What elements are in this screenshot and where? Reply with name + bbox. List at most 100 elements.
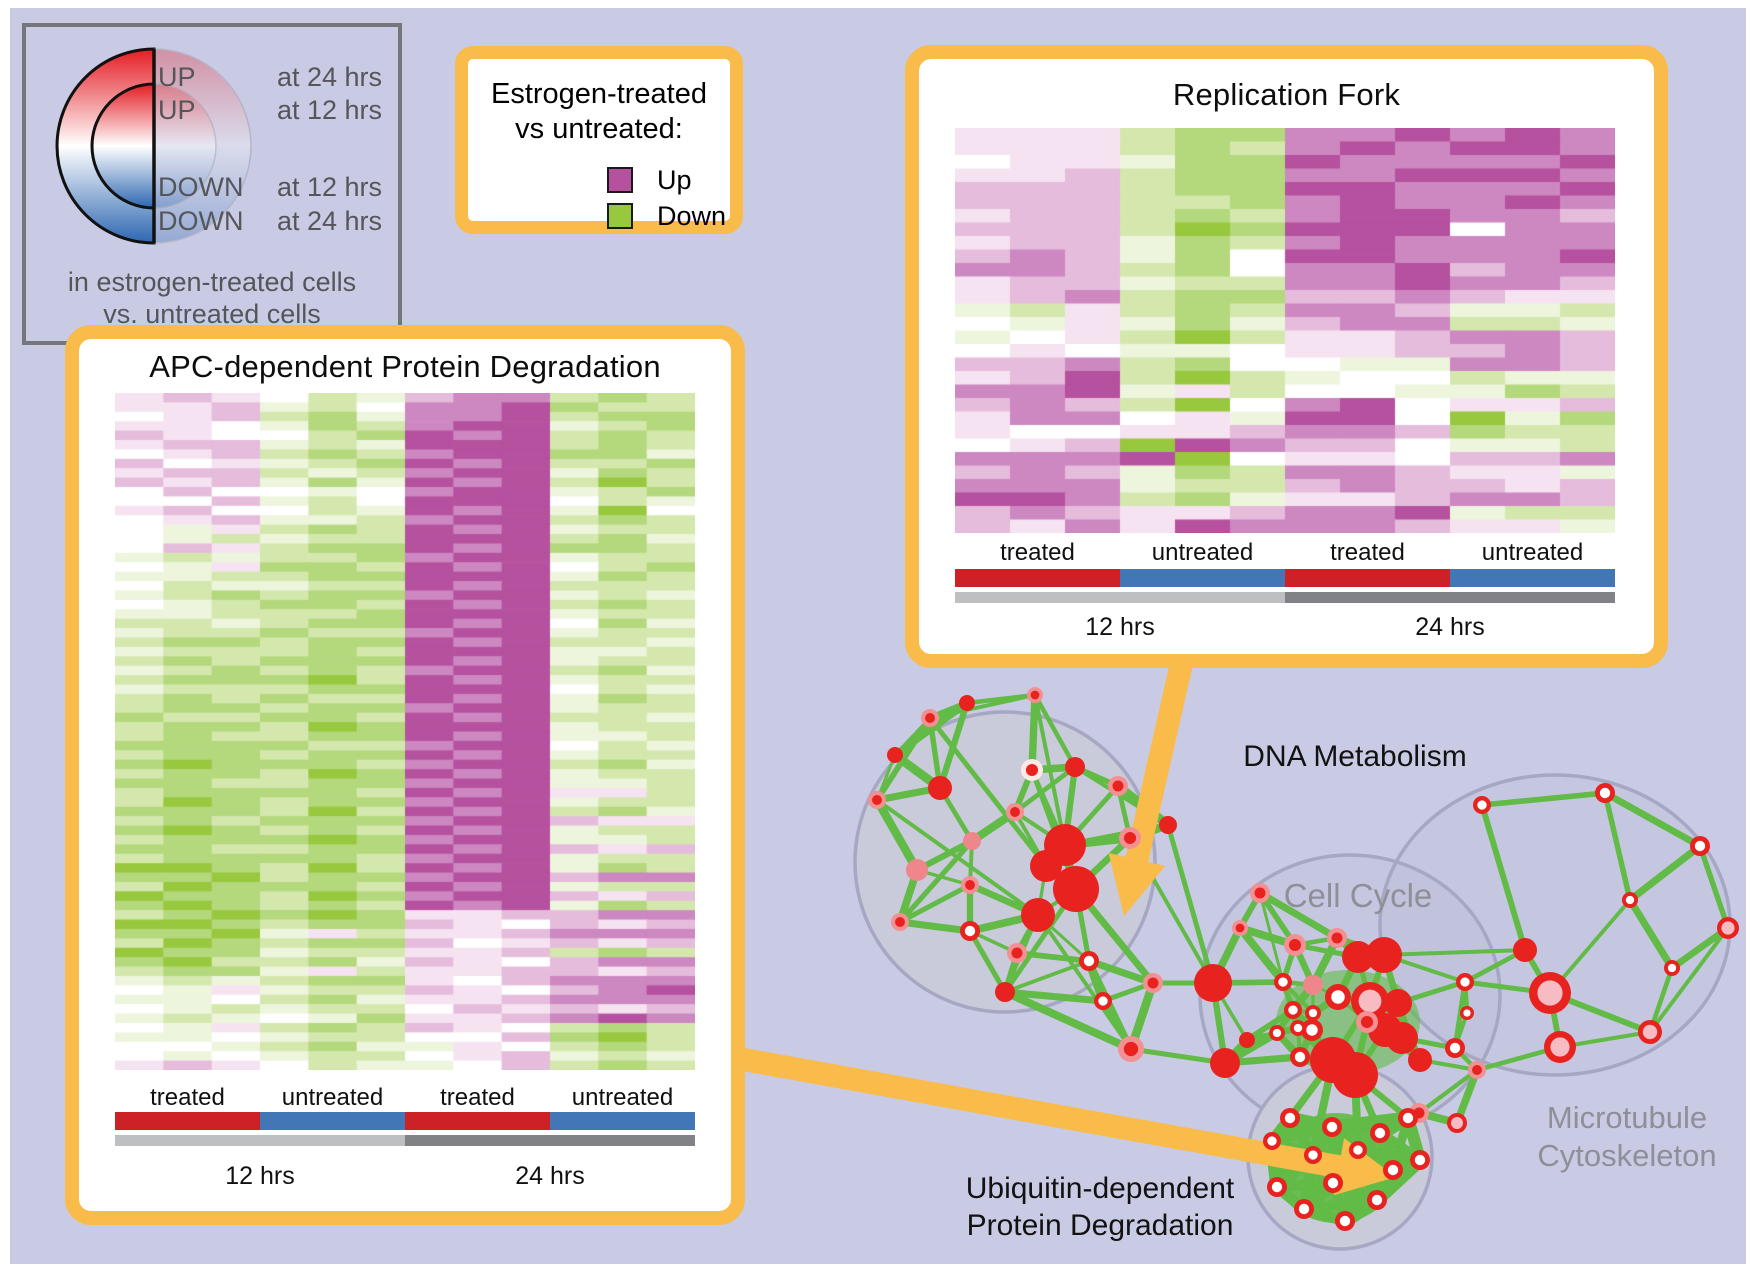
legend-time: at 24 hrs — [276, 206, 382, 236]
gene-node-center — [1721, 921, 1735, 935]
cluster-label-cell-cycle: Cell Cycle — [1208, 876, 1508, 915]
gene-node-center — [1326, 1121, 1338, 1133]
gene-node-center — [895, 917, 905, 927]
arrow-shaft-0 — [1124, 645, 1197, 868]
gene-node-center — [1112, 780, 1124, 792]
estrogen-updown-legend-box: Estrogen-treated vs untreated: Up Down — [455, 46, 743, 234]
time-label: 12 hrs — [1085, 613, 1155, 641]
gene-node-center — [1288, 938, 1302, 952]
network-edge — [1417, 1068, 1479, 1115]
legend-time: at 12 hrs — [276, 95, 382, 125]
network-edge — [1670, 925, 1730, 971]
replication-fork-heatmap — [955, 128, 1615, 533]
gene-node-center — [965, 880, 975, 890]
gene-node-center — [1358, 989, 1382, 1013]
inner-circle-right-half — [153, 83, 217, 209]
estrogen-up-label: Up — [657, 165, 692, 195]
gene-node-center — [1123, 831, 1137, 845]
condition-color-bar — [1120, 569, 1285, 587]
gene-node-center — [1642, 1024, 1658, 1040]
condition-color-bar — [115, 1112, 260, 1130]
gene-node-center — [1460, 977, 1470, 987]
cluster-label-ubiquitin-degradation: Ubiquitin-dependent Protein Degradation — [865, 1170, 1335, 1244]
gene-node-center — [1463, 1009, 1471, 1017]
gene-node-center — [1298, 1203, 1310, 1215]
gene-node-center — [1353, 1145, 1363, 1155]
updown-timing-legend-box: UP at 24 hrs UP at 12 hrs DOWN at 12 hrs… — [22, 23, 402, 345]
legend-footer-line2: vs. untreated cells — [103, 299, 321, 329]
gene-node-center — [1477, 800, 1487, 810]
condition-color-bar — [955, 569, 1120, 587]
network-edge — [1028, 694, 1039, 771]
legend-direction: DOWN — [158, 172, 244, 202]
network-edge — [929, 693, 1036, 720]
gene-node — [1342, 941, 1374, 973]
network-edge — [1603, 790, 1702, 849]
network-edge — [967, 929, 1008, 994]
gene-node-center — [1308, 1008, 1318, 1018]
gene-node-center — [1293, 1023, 1303, 1033]
gene-node-center — [1306, 1024, 1318, 1036]
network-edge — [1003, 988, 1133, 1053]
time-span-bar — [1285, 592, 1615, 603]
gene-node-center — [1308, 1150, 1318, 1160]
network-edge — [1004, 988, 1104, 1005]
gene-node-center — [1667, 963, 1677, 973]
gene-node — [928, 776, 952, 800]
condition-group-label: untreated — [1151, 539, 1254, 566]
gene-node-center — [1030, 690, 1040, 700]
gene-node — [1065, 757, 1085, 777]
network-edge — [1627, 843, 1703, 903]
gene-node-center — [1550, 1037, 1570, 1057]
gene-node — [1239, 1032, 1255, 1048]
gene-node-center — [1449, 1042, 1461, 1054]
condition-group-label: treated — [440, 1084, 515, 1111]
gene-node-center — [1331, 990, 1345, 1004]
condition-group-label: untreated — [281, 1084, 384, 1111]
estrogen-legend-title-line1: Estrogen-treated — [490, 78, 707, 110]
cluster-label-line: Protein Degradation — [966, 1209, 1234, 1242]
updown-gradient-circles — [55, 47, 252, 245]
gene-node — [887, 747, 903, 763]
gene-node-center — [1267, 1136, 1277, 1146]
gene-node-center — [872, 795, 882, 805]
gene-node — [1366, 937, 1402, 973]
condition-color-bar — [1285, 569, 1450, 587]
cluster-label-microtubule-cytoskeleton: Microtubule Cytoskeleton — [1447, 1099, 1750, 1175]
time-span-bar — [955, 592, 1285, 603]
network-edge — [1698, 845, 1730, 929]
condition-color-bar — [260, 1112, 405, 1130]
network-nodes — [868, 687, 1739, 1231]
cluster-label-line: Cytoskeleton — [1537, 1138, 1717, 1173]
gene-node-center — [1294, 1051, 1306, 1063]
network-edge — [1258, 889, 1339, 942]
gene-node-center — [1402, 1112, 1414, 1124]
gene-node — [963, 832, 981, 850]
gene-node-center — [1098, 996, 1108, 1006]
network-edge — [1165, 824, 1216, 984]
condition-group-label: untreated — [1481, 539, 1584, 566]
gene-node — [906, 859, 928, 881]
apc-degradation-panel: APC-dependent Protein Degradation treate… — [65, 325, 745, 1225]
legend-time: at 12 hrs — [276, 172, 382, 202]
gene-node-center — [1011, 947, 1023, 959]
cluster-label-line: Microtubule — [1546, 1100, 1708, 1135]
network-edge — [898, 839, 974, 924]
arrow-head-icon — [1108, 853, 1166, 916]
inner-circle-left-half — [90, 82, 156, 210]
gene-node-center — [1083, 955, 1095, 967]
replication-fork-title: Replication Fork — [1172, 77, 1401, 112]
estrogen-legend-title-line2: vs untreated: — [515, 113, 683, 145]
condition-color-bar — [1450, 569, 1615, 587]
estrogen-legend-item-down: Down — [468, 201, 730, 231]
gene-node-center — [1414, 1154, 1426, 1166]
gene-node-center — [1694, 840, 1706, 852]
condition-group-label: treated — [150, 1084, 225, 1111]
gene-node — [1194, 964, 1232, 1002]
arrow-shaft-1 — [732, 1046, 1347, 1180]
network-edge — [1479, 804, 1528, 951]
gene-node-center — [1371, 1194, 1383, 1206]
gene-node-center — [964, 925, 976, 937]
network-edge — [875, 798, 1040, 917]
